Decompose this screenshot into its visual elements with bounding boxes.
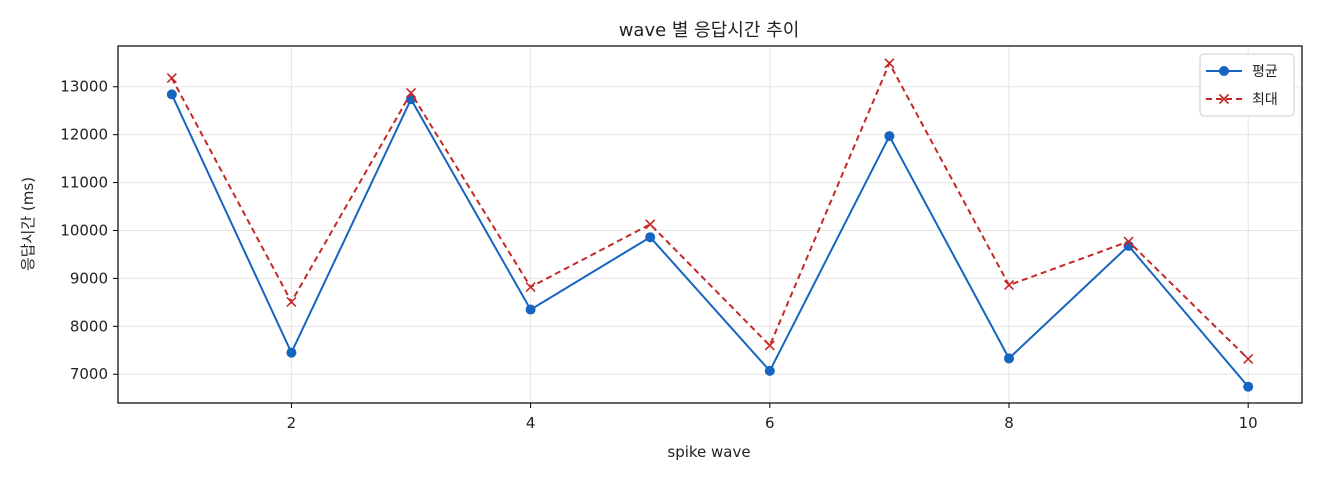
legend-marker-avg [1219,66,1229,76]
y-tick-label: 9000 [70,269,108,287]
series-layer [166,58,1254,392]
y-tick-label: 11000 [60,174,108,192]
x-marker-stroke [1123,236,1134,247]
series-line-max [170,60,1249,360]
legend-label-avg: 평균 [1252,64,1278,80]
data-point-max [1243,353,1254,364]
x-marker-stroke [764,340,775,351]
x-marker-stroke [1003,280,1015,291]
y-tick-label: 10000 [60,221,108,239]
x-marker-stroke [525,281,536,293]
y-axis-label: 응답시간 (ms) [19,177,37,271]
data-point-avg [166,89,177,100]
x-tick-label: 2 [287,414,297,432]
tick-layer: 7000 8000 9000 10000 11000 12000 13000 2 4 6 8 10 [60,78,1257,432]
data-point-max [884,58,895,69]
data-point-max [645,219,656,230]
legend-marker-max [1218,93,1230,105]
data-point-max [405,87,417,99]
y-tick-label: 8000 [70,317,108,335]
x-marker-stroke [286,296,297,307]
x-marker-stroke [1243,353,1254,364]
chart-title: wave 별 응답시간 추이 [619,20,800,41]
y-tick-label: 12000 [60,126,108,144]
x-tick-label: 10 [1239,414,1258,432]
data-point-max [1123,236,1134,247]
data-point-max [764,340,775,351]
data-point-avg [1243,381,1254,392]
x-marker-stroke [645,219,656,230]
data-point-avg [645,232,656,243]
y-tick-label: 13000 [60,78,108,96]
data-point-avg [764,365,775,376]
x-marker-stroke [166,73,177,84]
x-tick-label: 6 [765,414,775,432]
x-tick-label: 4 [526,414,536,432]
x-marker-stroke [1218,93,1230,105]
data-point-max [286,296,297,307]
grid-layer [118,46,1302,403]
legend-label-max: 최대 [1252,92,1278,108]
y-tick-label: 7000 [70,365,108,383]
data-point-max [1003,280,1015,291]
data-point-avg [884,131,895,142]
x-axis-label: spike wave [667,443,750,461]
x-marker-stroke [884,58,895,69]
data-point-max [166,73,177,84]
data-point-avg [1003,353,1014,364]
legend-box [1199,53,1295,117]
data-point-max [525,281,536,293]
plot-frame [117,45,1303,404]
data-point-avg [286,347,297,358]
series-line-avg [170,93,1249,388]
data-point-avg [525,304,536,315]
x-tick-label: 8 [1004,414,1014,432]
x-marker-stroke [405,87,417,99]
